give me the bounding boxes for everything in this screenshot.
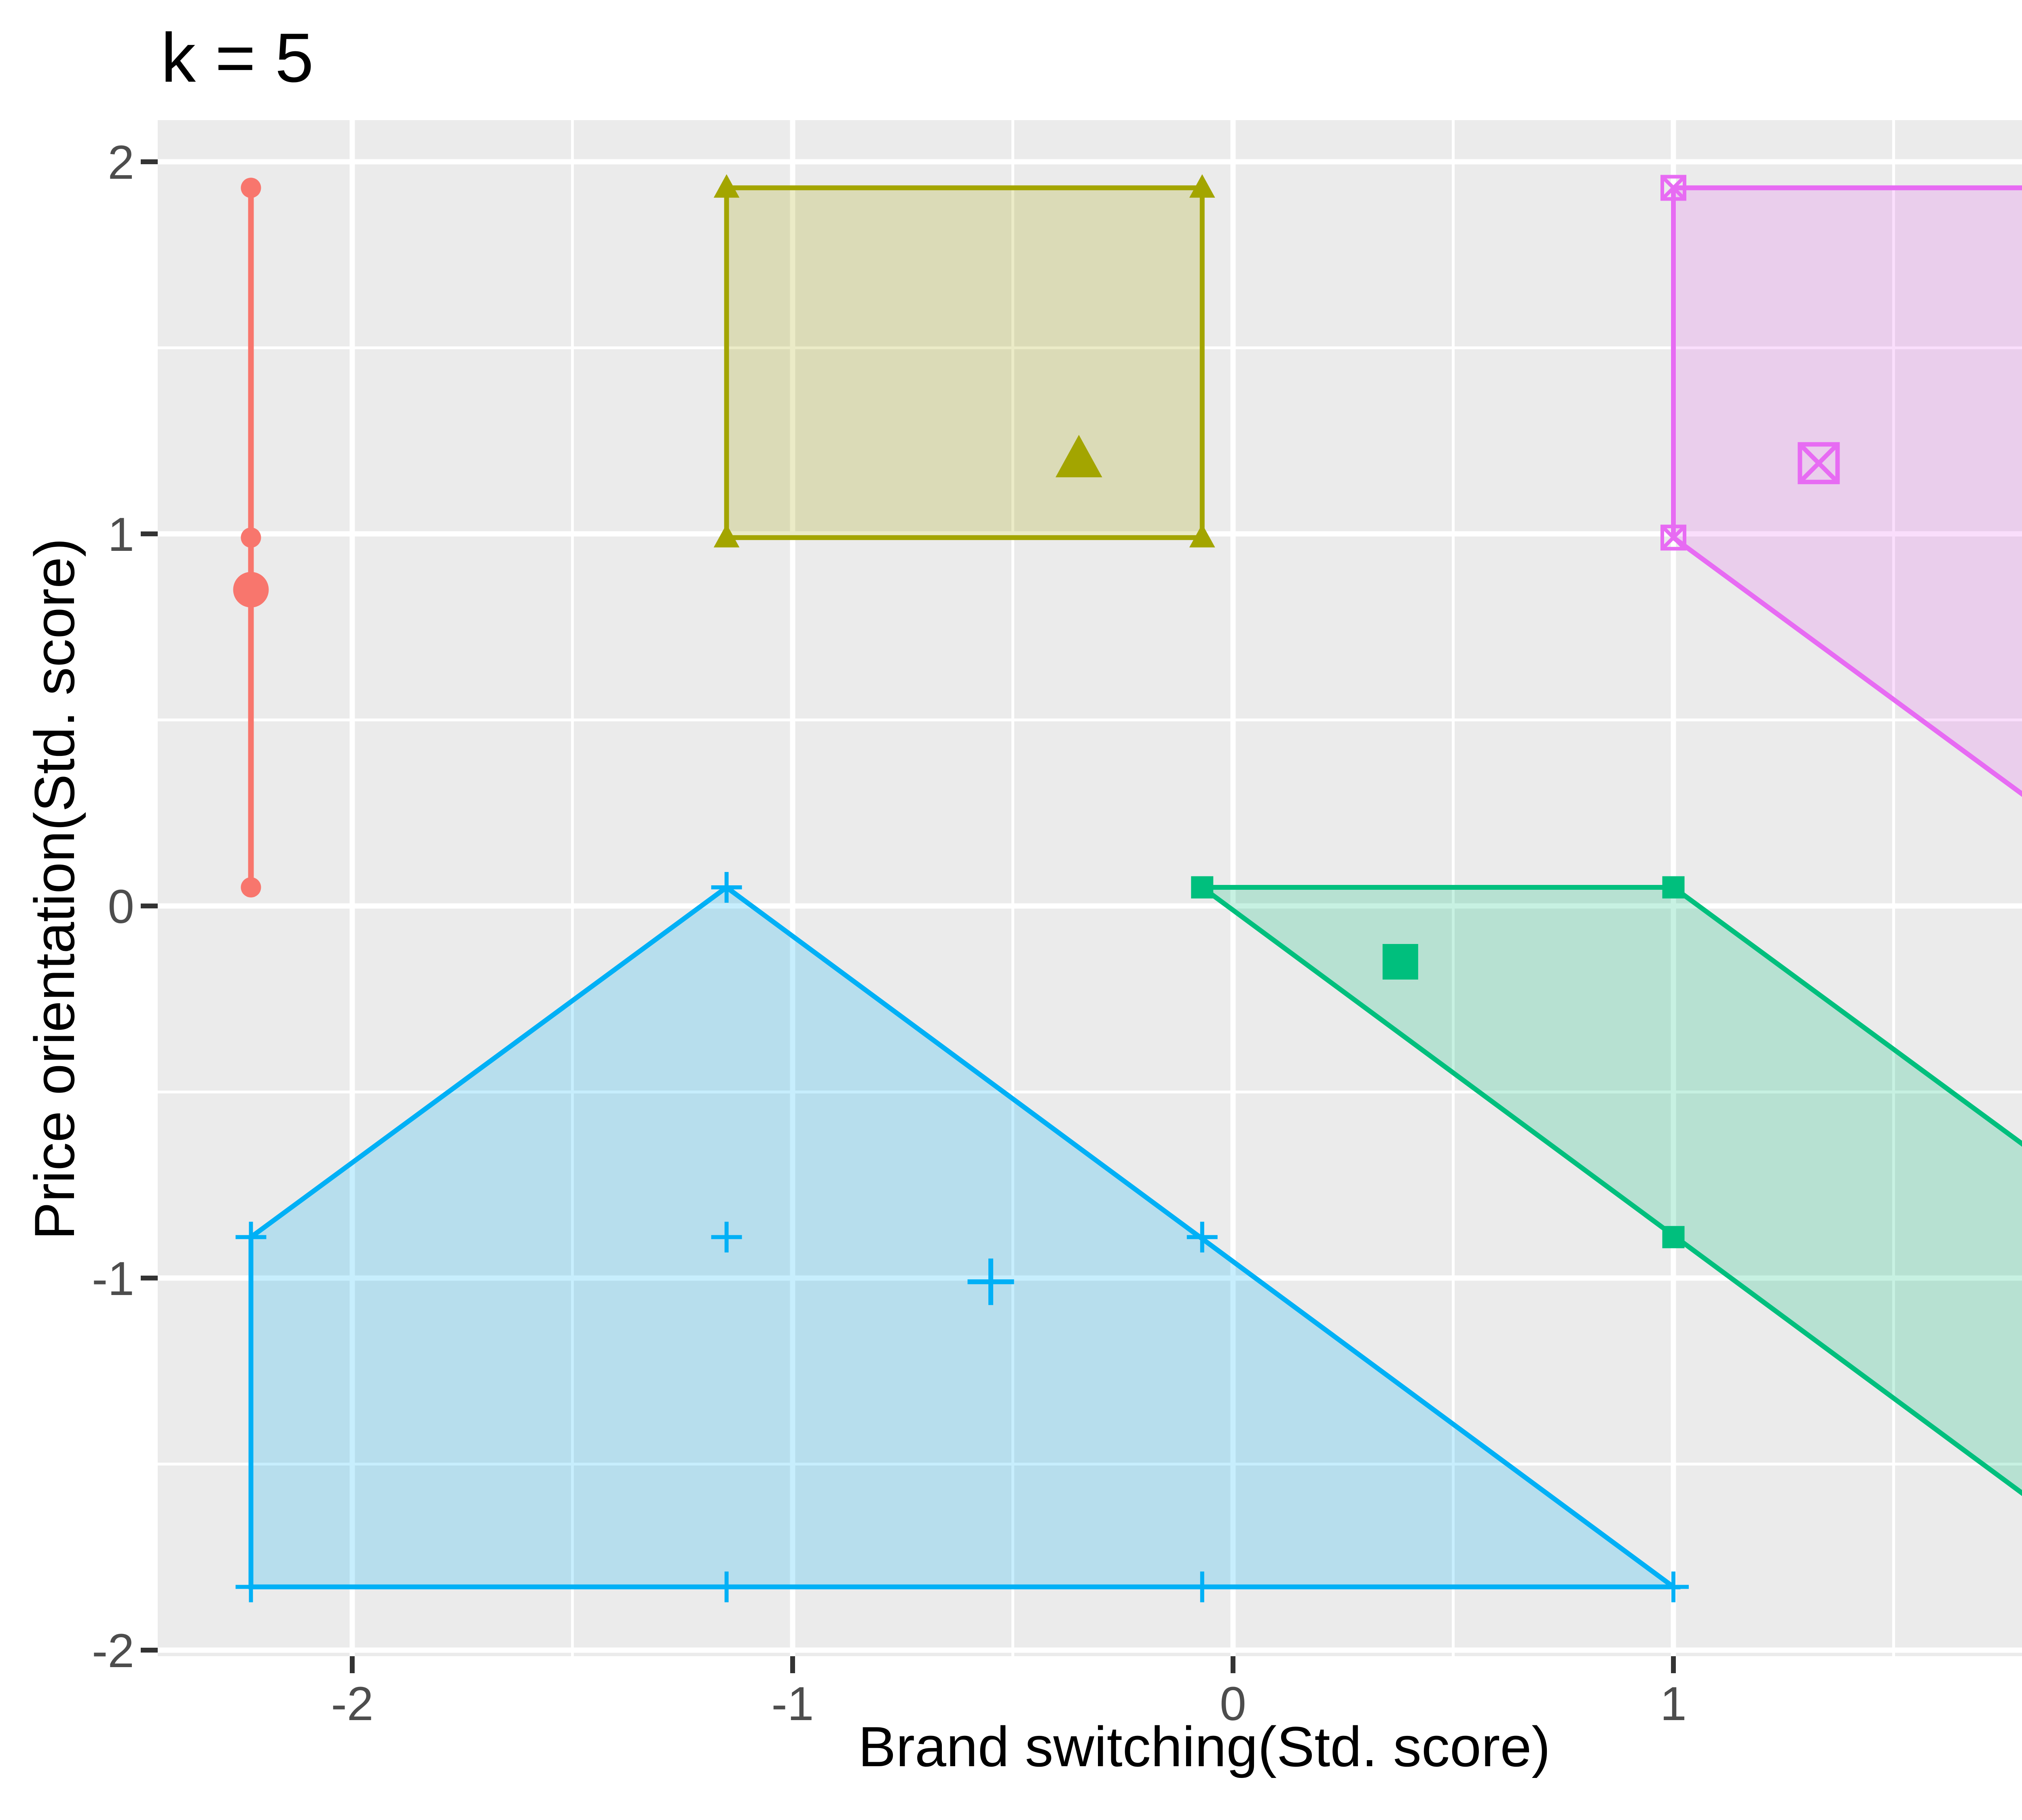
x-tick-label: -2 <box>331 1677 374 1731</box>
y-tick-label: 1 <box>108 508 134 561</box>
cluster-2-points <box>713 174 1215 548</box>
cluster-2-hull <box>724 185 1205 540</box>
y-tick-label: 2 <box>108 136 134 189</box>
y-axis-title: Price orientation(Std. score) <box>23 538 86 1240</box>
y-tick-label: -2 <box>92 1624 134 1678</box>
panel-background <box>158 120 2022 1656</box>
plot-title: k = 5 <box>161 19 314 97</box>
axis-tick-labels: -2-1012210-1-2 <box>92 136 1687 1731</box>
y-tick-label: 0 <box>108 880 134 933</box>
x-tick-label: 1 <box>1660 1677 1687 1731</box>
cluster-4-points <box>235 872 1689 1602</box>
cluster-5-points <box>1660 175 1686 551</box>
cluster-5-hull <box>1671 185 2022 797</box>
y-tick-label: -1 <box>92 1252 134 1306</box>
cluster-3-centroid <box>1382 944 1418 980</box>
cluster-2-centroid <box>1055 435 1102 478</box>
axis-ticks <box>141 159 1676 1673</box>
cluster-3-hull <box>1195 885 2022 1496</box>
cluster-1-centroid <box>233 572 269 607</box>
cluster-5-centroid <box>1798 442 1840 485</box>
cluster-1-points <box>241 178 261 897</box>
cluster-4-centroid <box>967 1258 1014 1305</box>
x-axis-title: Brand switching(Std. score) <box>858 1715 1550 1778</box>
cluster-3-points <box>1191 876 1685 1249</box>
x-tick-label: 0 <box>1220 1677 1246 1731</box>
x-tick-label: -1 <box>772 1677 814 1731</box>
